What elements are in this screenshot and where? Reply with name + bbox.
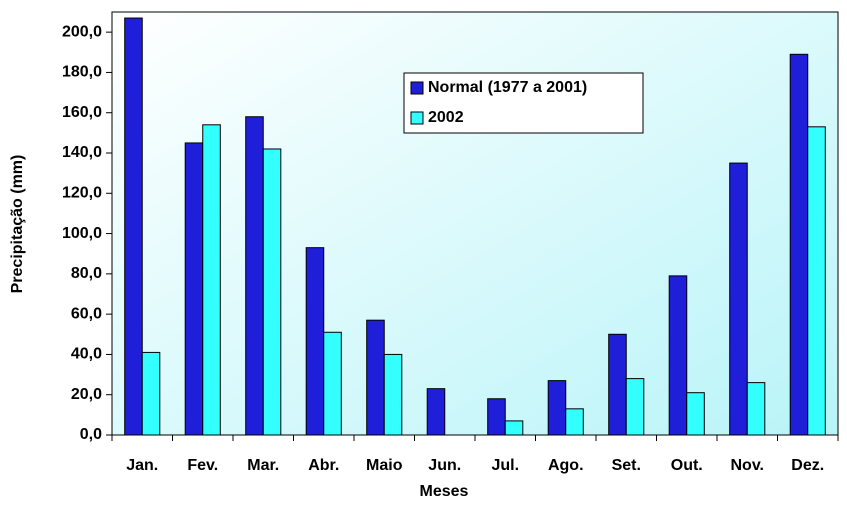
bar [789, 53, 809, 436]
bar [141, 351, 161, 436]
bar [686, 392, 705, 436]
bar [383, 353, 403, 436]
legend-box [403, 72, 644, 134]
x-tick-label: Nov. [731, 457, 764, 474]
y-tick-label: 140,0 [62, 144, 102, 161]
bar [608, 333, 627, 436]
bar [565, 408, 584, 436]
x-tick-label: Jul. [491, 457, 519, 474]
bar [426, 388, 446, 436]
bar [323, 331, 342, 436]
y-tick-label: 100,0 [62, 225, 102, 242]
x-tick-label: Jan. [126, 457, 158, 474]
legend-label: Normal (1977 a 2001) [428, 79, 587, 96]
x-tick-label: Mar. [247, 457, 279, 474]
bar [625, 378, 645, 436]
bar [366, 319, 385, 436]
bar [184, 142, 204, 436]
bar [262, 148, 282, 436]
x-tick-label: Abr. [308, 457, 339, 474]
bar [746, 382, 766, 436]
bar [729, 162, 748, 436]
y-tick-label: 200,0 [62, 23, 102, 40]
y-tick-label: 60,0 [71, 305, 102, 322]
bar [668, 275, 688, 436]
x-tick-label: Ago. [548, 457, 584, 474]
bar [305, 247, 325, 436]
legend-swatch [410, 111, 424, 125]
x-tick-label: Fev. [187, 457, 218, 474]
y-tick-label: 20,0 [71, 386, 102, 403]
x-tick-label: Jun. [428, 457, 461, 474]
y-tick-label: 0,0 [80, 426, 102, 443]
legend-swatch [410, 81, 424, 95]
bar [807, 126, 826, 436]
bar [504, 420, 524, 436]
legend-label: 2002 [428, 109, 464, 126]
y-tick-label: 40,0 [71, 346, 102, 363]
x-tick-label: Set. [612, 457, 641, 474]
bar [547, 380, 567, 436]
y-tick-label: 180,0 [62, 64, 102, 81]
x-tick-label: Maio [366, 457, 403, 474]
bar [202, 124, 221, 436]
bar [124, 17, 143, 436]
bar [245, 116, 264, 436]
y-tick-label: 120,0 [62, 185, 102, 202]
bar [487, 398, 506, 436]
x-tick-label: Dez. [791, 457, 824, 474]
x-axis-title: Meses [420, 483, 469, 500]
y-axis-title: Precipitação (mm) [9, 155, 26, 294]
x-tick-label: Out. [671, 457, 703, 474]
y-tick-label: 160,0 [62, 104, 102, 121]
y-tick-label: 80,0 [71, 265, 102, 282]
